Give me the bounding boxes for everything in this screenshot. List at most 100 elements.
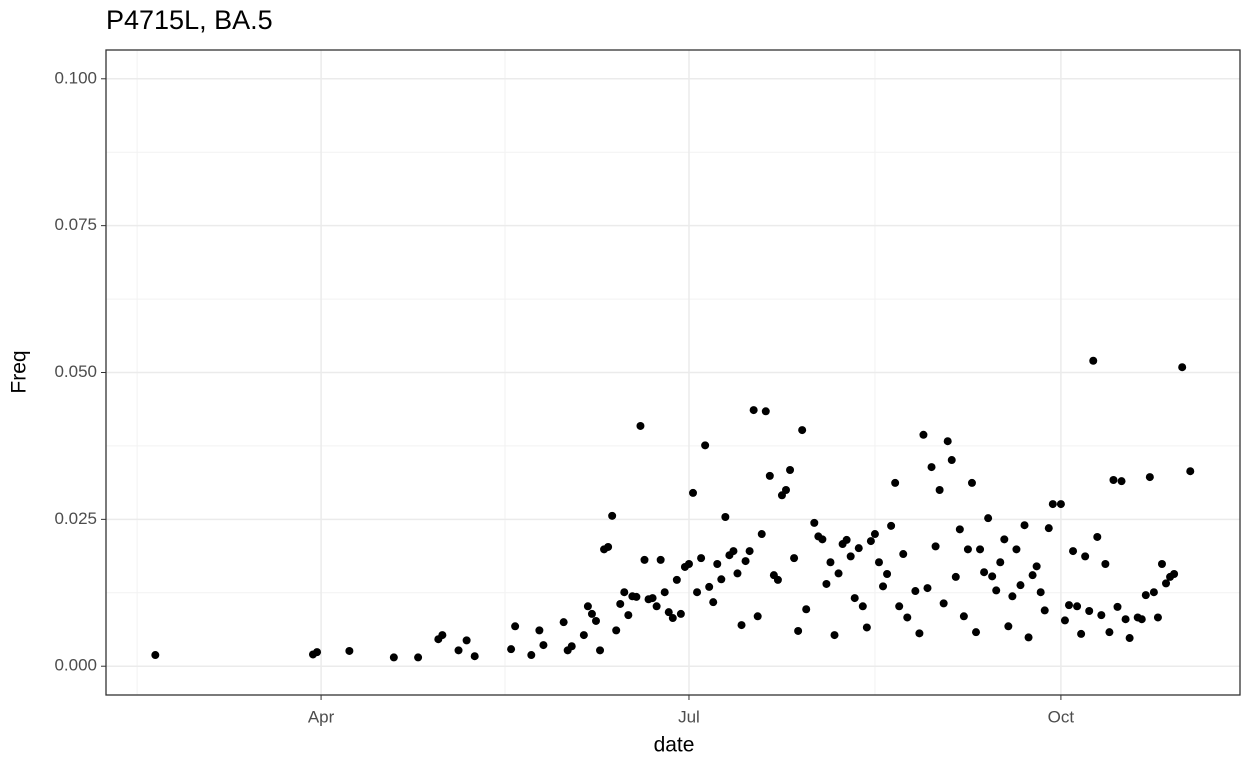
point: [866, 537, 875, 546]
point: [967, 478, 976, 487]
point: [389, 653, 398, 662]
point: [1121, 615, 1130, 624]
point: [612, 626, 621, 635]
point: [1178, 363, 1187, 372]
point: [656, 555, 665, 564]
point: [862, 623, 871, 632]
x-tick-label: Jul: [678, 707, 700, 726]
point: [313, 648, 322, 657]
point: [1097, 611, 1106, 620]
plot-border: [105, 49, 1241, 696]
point: [1157, 560, 1166, 569]
point: [689, 488, 698, 497]
point: [818, 535, 827, 544]
point: [959, 612, 968, 621]
point: [454, 646, 463, 655]
point: [1153, 613, 1162, 622]
point: [733, 569, 742, 578]
point: [883, 569, 892, 578]
point: [1113, 602, 1122, 611]
point: [709, 598, 718, 607]
point: [1024, 633, 1033, 642]
point: [757, 530, 766, 539]
point: [620, 588, 629, 597]
point: [798, 426, 807, 435]
point: [640, 555, 649, 564]
point: [1016, 581, 1025, 590]
point: [684, 560, 693, 569]
point: [567, 642, 576, 651]
point: [781, 485, 790, 494]
point: [608, 511, 617, 520]
point: [741, 557, 750, 566]
point: [939, 599, 948, 608]
point: [604, 542, 613, 551]
point: [1109, 476, 1118, 484]
point: [858, 602, 867, 611]
point: [947, 456, 956, 465]
point: [539, 641, 548, 650]
point: [810, 518, 819, 527]
point: [1077, 629, 1086, 638]
point: [624, 611, 633, 620]
point: [1101, 560, 1110, 569]
point: [1093, 532, 1102, 541]
point: [753, 612, 762, 621]
point: [345, 646, 354, 655]
point: [1125, 634, 1134, 643]
point: [1149, 588, 1158, 597]
point: [830, 631, 839, 640]
point: [672, 575, 681, 584]
point: [701, 441, 710, 450]
point: [915, 629, 924, 638]
point: [923, 584, 932, 593]
point: [1008, 592, 1017, 601]
point: [1040, 606, 1049, 615]
point: [773, 575, 782, 584]
y-tick-label: 0.025: [54, 509, 97, 528]
point: [1141, 591, 1150, 600]
point: [721, 513, 730, 522]
point: [854, 544, 863, 553]
point: [596, 646, 605, 655]
point: [1060, 616, 1069, 625]
point: [668, 614, 677, 623]
point: [976, 545, 985, 554]
point: [1032, 562, 1041, 571]
point: [786, 466, 795, 475]
point: [462, 636, 471, 645]
point: [984, 514, 993, 523]
point: [822, 579, 831, 588]
point: [874, 558, 883, 567]
point: [470, 652, 479, 661]
point: [1089, 356, 1098, 365]
point: [151, 651, 160, 660]
x-tick-label: Oct: [1048, 707, 1075, 726]
point: [1137, 615, 1146, 624]
point: [1012, 545, 1021, 554]
chart-title: P4715L, BA.5: [106, 5, 273, 35]
point: [1020, 521, 1029, 530]
point: [705, 582, 714, 591]
point: [919, 430, 928, 439]
y-tick-label: 0.100: [54, 68, 97, 87]
point: [846, 552, 855, 561]
point: [992, 586, 1001, 595]
point: [1000, 535, 1009, 544]
point: [980, 568, 989, 577]
point: [850, 594, 859, 603]
point: [911, 587, 920, 596]
point: [591, 616, 600, 625]
point: [903, 613, 912, 622]
x-tick-label: Apr: [308, 707, 335, 726]
y-tick-label: 0.050: [54, 362, 97, 381]
point: [717, 575, 726, 584]
point: [579, 631, 588, 640]
point: [1044, 524, 1053, 533]
y-tick-label: 0.075: [54, 215, 97, 234]
point: [1186, 467, 1195, 476]
point: [713, 560, 722, 569]
point: [870, 530, 879, 539]
point: [664, 608, 673, 617]
